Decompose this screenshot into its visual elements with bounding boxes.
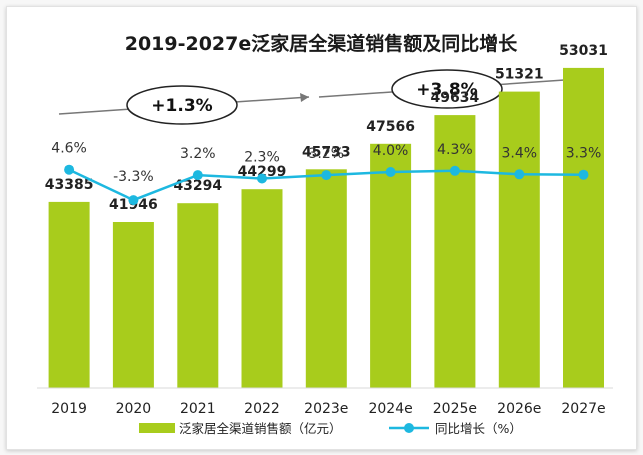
chart-title: 2019-2027e泛家居全渠道销售额及同比增长 bbox=[125, 32, 519, 55]
x-tick-label-2024e: 2024e bbox=[368, 401, 412, 417]
legend-swatch-marker bbox=[404, 423, 414, 433]
bar-value-label-2025e: 49634 bbox=[431, 90, 480, 106]
growth-value-label-2025e: 4.3% bbox=[437, 142, 473, 158]
bar-2020 bbox=[112, 222, 154, 388]
growth-value-label-2020: -3.3% bbox=[113, 169, 154, 185]
bar-value-label-2026e: 51321 bbox=[495, 67, 544, 83]
growth-marker-2026e bbox=[514, 169, 525, 180]
x-tick-label-2019: 2019 bbox=[51, 401, 87, 417]
bar-2019 bbox=[48, 201, 90, 388]
growth-value-labels: 4.6% -3.3% 3.2% 2.3% 3.2% 4.0% 4.3% 3.4% 3.3% bbox=[51, 141, 601, 185]
legend: 泛家居全渠道销售额（亿元） 同比增长（%） bbox=[139, 421, 522, 436]
bar-value-label-2027e: 53031 bbox=[559, 43, 608, 59]
growth-value-label-2022: 2.3% bbox=[244, 150, 280, 166]
chart-svg: 2019-2027e泛家居全渠道销售额及同比增长 +1.3% +3.8% 433… bbox=[37, 32, 613, 436]
growth-value-label-2023e: 3.2% bbox=[309, 146, 345, 162]
legend-label-bar: 泛家居全渠道销售额（亿元） bbox=[179, 421, 342, 436]
bar-2027e bbox=[563, 67, 604, 389]
bar-2024e bbox=[370, 143, 412, 388]
growth-marker-2021 bbox=[192, 170, 203, 181]
bar-value-label-2021: 43294 bbox=[173, 178, 222, 194]
chart-frame: 2019-2027e泛家居全渠道销售额及同比增长 +1.3% +3.8% 433… bbox=[6, 6, 637, 450]
growth-marker-2024e bbox=[385, 167, 396, 177]
legend-swatch-bar bbox=[139, 423, 175, 433]
growth-marker-2019 bbox=[64, 164, 75, 175]
growth-value-label-2027e: 3.3% bbox=[566, 146, 602, 162]
bar-value-label-2023e: 45733 bbox=[302, 144, 351, 160]
legend-label-line: 同比增长（%） bbox=[435, 421, 522, 436]
bar-2021 bbox=[177, 203, 219, 388]
bar-value-label-2019: 43385 bbox=[45, 177, 94, 193]
growth-marker-2023e bbox=[321, 170, 332, 181]
growth-marker-2025e bbox=[449, 165, 460, 176]
x-axis-tick-labels: 2019 2020 2021 2022 2023e 2024e 2025e 2026e 2027… bbox=[51, 401, 605, 417]
bar-2022 bbox=[241, 189, 283, 388]
bar-2025e bbox=[434, 115, 476, 388]
trend-ellipse-1 bbox=[126, 85, 238, 125]
bar-2026e bbox=[498, 91, 540, 388]
growth-marker-2027e bbox=[578, 169, 589, 180]
growth-marker-2022 bbox=[257, 173, 267, 184]
x-tick-label-2027e: 2027e bbox=[561, 401, 605, 417]
x-tick-label-2023e: 2023e bbox=[304, 401, 348, 417]
bar-value-labels: 4338541946432944429945733475664963451321… bbox=[45, 43, 608, 213]
x-tick-label-2025e: 2025e bbox=[433, 401, 477, 417]
trend-annotations: +1.3% +3.8% bbox=[58, 69, 581, 125]
growth-value-label-2021: 3.2% bbox=[180, 146, 216, 162]
trend-label-1: +1.3% bbox=[151, 96, 212, 116]
bar-series bbox=[48, 67, 604, 389]
growth-value-label-2026e: 3.4% bbox=[502, 145, 538, 161]
growth-line-series bbox=[64, 164, 589, 206]
trend-arrow-left-head bbox=[300, 93, 309, 102]
x-tick-label-2020: 2020 bbox=[116, 401, 152, 417]
growth-marker-2020 bbox=[128, 195, 139, 206]
growth-value-label-2024e: 4.0% bbox=[373, 143, 409, 159]
trend-label-2: +3.8% bbox=[416, 80, 477, 100]
x-tick-label-2022: 2022 bbox=[244, 401, 280, 417]
bar-value-label-2022: 44299 bbox=[238, 164, 287, 180]
growth-value-label-2019: 4.6% bbox=[51, 141, 87, 157]
x-tick-label-2026e: 2026e bbox=[497, 401, 541, 417]
bar-2023e bbox=[305, 169, 347, 388]
bar-value-label-2024e: 47566 bbox=[366, 119, 415, 135]
x-tick-label-2021: 2021 bbox=[180, 401, 216, 417]
trend-ellipse-2 bbox=[391, 69, 503, 109]
